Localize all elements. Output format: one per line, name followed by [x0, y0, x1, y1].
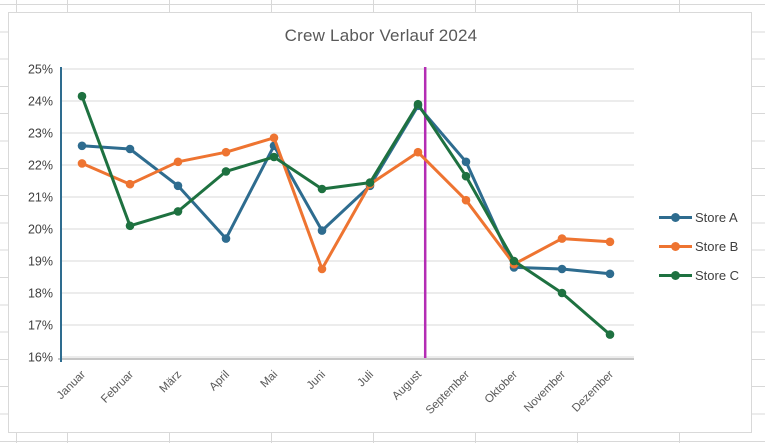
legend-swatch-store-c	[659, 270, 692, 280]
line-chart-plot[interactable]: 25% 24% 23% 22% 21% 20% 19% 18% 17% 16%Januar Febr…	[9, 13, 753, 434]
data-point-store-a-juni[interactable]	[317, 226, 327, 235]
data-point-store-a-dezember[interactable]	[605, 269, 615, 279]
data-point-store-c-dezember[interactable]	[605, 330, 615, 339]
y-tick-label: 23%	[28, 127, 53, 141]
data-point-store-b-februar[interactable]	[125, 179, 135, 189]
data-point-store-c-november[interactable]	[557, 288, 567, 298]
y-tick-label: 22%	[28, 159, 53, 173]
legend-marker-dot	[671, 270, 680, 280]
legend-marker-dot	[671, 241, 680, 251]
data-point-store-b-m-rz[interactable]	[173, 157, 183, 167]
data-point-store-c-juni[interactable]	[317, 184, 327, 194]
data-point-store-c-januar[interactable]	[77, 91, 87, 101]
x-tick-label: Juli	[355, 369, 376, 390]
gridlines	[61, 68, 634, 358]
legend-item-store-b[interactable]: Store B	[659, 236, 739, 256]
data-point-store-b-mai[interactable]	[269, 133, 279, 143]
data-point-store-c-august[interactable]	[413, 99, 423, 109]
chart-legend: Store A Store B Store C	[659, 207, 739, 285]
x-tick-label: April	[207, 369, 232, 394]
data-point-store-b-januar[interactable]	[77, 159, 87, 168]
data-point-store-b-april[interactable]	[221, 147, 231, 157]
data-point-store-a-januar[interactable]	[77, 141, 87, 151]
data-point-store-a-november[interactable]	[557, 264, 567, 274]
y-tick-label: 16%	[28, 351, 53, 365]
series-line-store-b[interactable]	[80, 136, 612, 271]
legend-label: Store C	[695, 267, 740, 283]
y-tick-label: 25%	[28, 63, 53, 77]
data-point-store-b-dezember[interactable]	[605, 237, 615, 247]
data-point-store-a-februar[interactable]	[125, 144, 135, 154]
legend-item-store-c[interactable]: Store C	[659, 265, 739, 285]
x-tick-label: Juni	[305, 369, 328, 392]
x-tick-label: März	[158, 368, 185, 395]
y-tick-label: 21%	[28, 191, 53, 205]
data-point-store-a-september[interactable]	[461, 157, 471, 167]
data-point-store-c-april[interactable]	[221, 167, 231, 176]
legend-label: Store B	[695, 238, 739, 254]
x-tick-label: November	[522, 369, 568, 415]
y-tick-label: 17%	[28, 319, 53, 333]
data-point-store-b-september[interactable]	[461, 195, 471, 205]
chart-title: Crew Labor Verlauf 2024	[284, 26, 478, 45]
legend-item-store-a[interactable]: Store A	[659, 207, 739, 227]
legend-label: Store A	[695, 209, 738, 225]
x-tick-label: Januar	[55, 369, 88, 402]
data-point-store-c-oktober[interactable]	[509, 256, 519, 266]
y-axis-labels: 25% 24% 23% 22% 21% 20% 19% 18% 17% 16%	[28, 63, 53, 365]
x-tick-label: September	[424, 369, 472, 417]
x-tick-label: Dezember	[570, 369, 616, 415]
data-point-store-b-august[interactable]	[413, 147, 423, 157]
y-tick-label: 18%	[28, 287, 53, 301]
data-point-store-a-m-rz[interactable]	[173, 181, 183, 191]
series-store-a[interactable]	[77, 101, 615, 279]
series-line-store-a[interactable]	[80, 104, 612, 276]
series-store-b[interactable]	[77, 133, 615, 274]
chart-container[interactable]: 25% 24% 23% 22% 21% 20% 19% 18% 17% 16% Januar Febr…	[8, 12, 752, 433]
series-line-store-c[interactable]	[80, 94, 612, 337]
y-tick-label: 19%	[28, 255, 53, 269]
data-point-store-c-juli[interactable]	[365, 178, 375, 187]
legend-swatch-store-b	[659, 241, 692, 251]
data-point-store-c-mai[interactable]	[269, 152, 279, 162]
data-point-store-c-m-rz[interactable]	[173, 207, 183, 216]
data-point-store-c-september[interactable]	[461, 171, 471, 181]
legend-swatch-store-a	[659, 212, 692, 222]
data-point-store-a-april[interactable]	[221, 234, 231, 243]
x-tick-label: Mai	[259, 369, 281, 391]
data-point-store-b-juni[interactable]	[317, 264, 327, 274]
series-store-c[interactable]	[77, 91, 615, 339]
x-tick-label: August	[390, 368, 424, 402]
x-tick-label: Februar	[99, 369, 136, 406]
data-point-store-b-november[interactable]	[557, 234, 567, 243]
legend-marker-dot	[671, 212, 680, 222]
x-axis-labels: Januar Februar März April Mai Juni Juli August S…	[55, 368, 616, 417]
x-tick-label: Oktober	[483, 369, 521, 407]
data-point-store-c-februar[interactable]	[125, 221, 135, 231]
y-tick-label: 24%	[28, 95, 53, 109]
y-tick-label: 20%	[28, 223, 53, 237]
